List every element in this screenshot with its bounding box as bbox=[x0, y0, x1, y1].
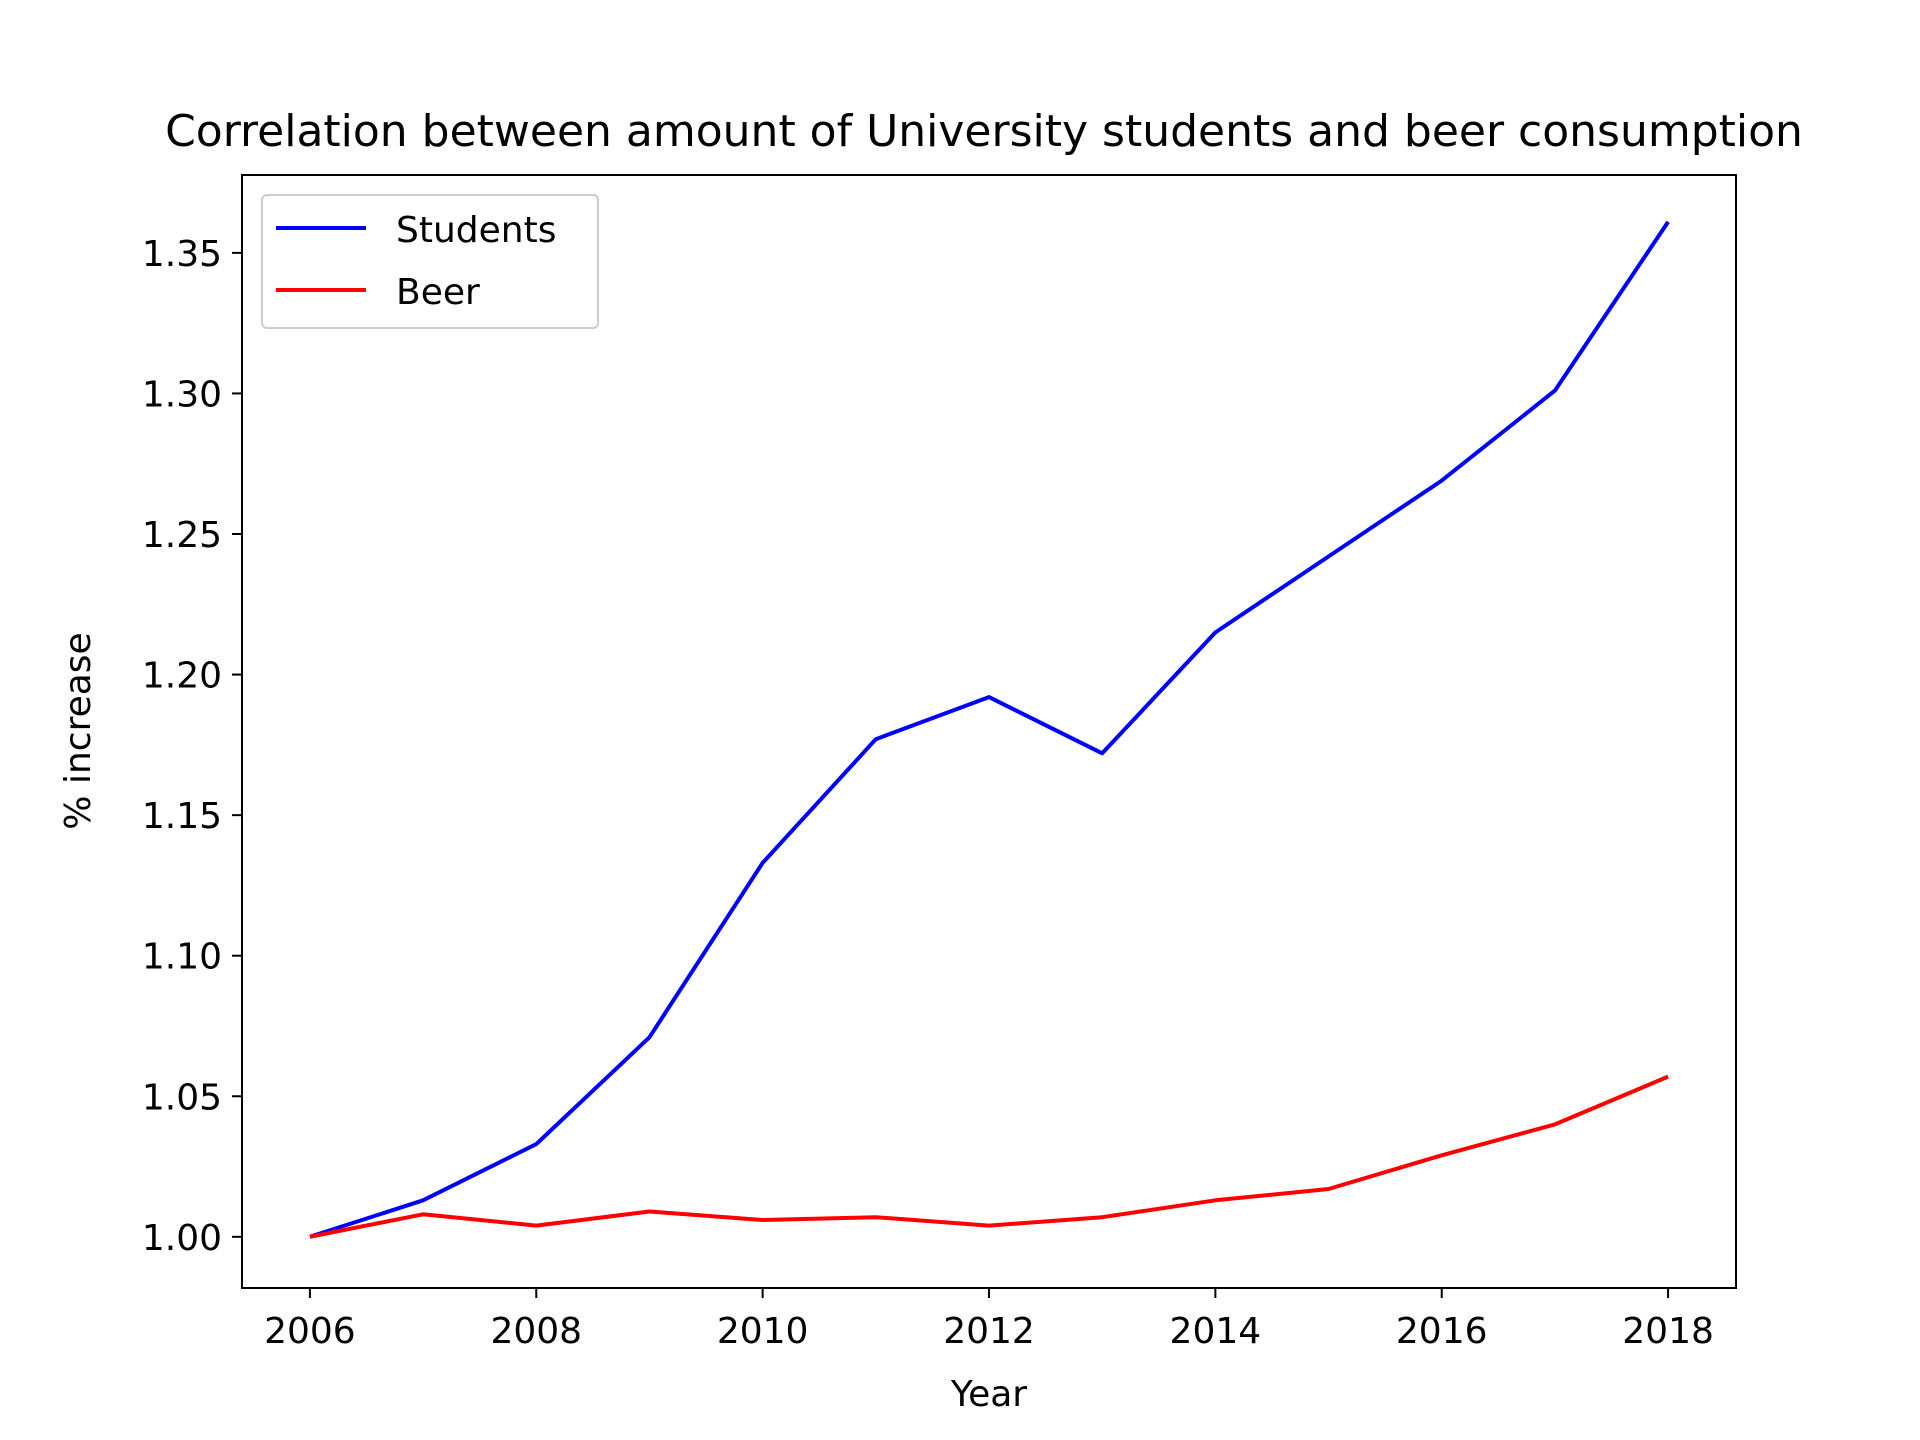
series-layer bbox=[309, 220, 1670, 1239]
legend-label-students: Students bbox=[396, 210, 556, 251]
x-tick-label: 2014 bbox=[1170, 1311, 1262, 1352]
y-tick-label: 1.20 bbox=[142, 656, 222, 697]
x-tick-label: 2008 bbox=[490, 1311, 582, 1352]
y-tick-label: 1.15 bbox=[142, 796, 222, 837]
x-tick-label: 2006 bbox=[264, 1311, 356, 1352]
y-axis: 1.00 1.05 1.10 1.15 1.20 1.25 1.30 1.35 bbox=[142, 234, 242, 1259]
x-axis-label: Year bbox=[950, 1374, 1027, 1415]
y-axis-label: % increase bbox=[58, 632, 99, 829]
y-tick-label: 1.00 bbox=[142, 1218, 222, 1259]
y-tick-label: 1.05 bbox=[142, 1077, 222, 1118]
y-tick-label: 1.35 bbox=[142, 234, 222, 275]
x-axis: 2006 2008 2010 2012 2014 2016 2018 bbox=[264, 1288, 1714, 1352]
y-tick-label: 1.30 bbox=[142, 374, 222, 415]
chart-title: Correlation between amount of University… bbox=[165, 106, 1803, 157]
legend: Students Beer bbox=[261, 194, 599, 329]
x-tick-label: 2018 bbox=[1622, 1311, 1714, 1352]
legend-label-beer: Beer bbox=[396, 272, 480, 313]
series-line-beer bbox=[309, 1074, 1669, 1239]
y-tick-label: 1.25 bbox=[142, 515, 222, 556]
x-tick-label: 2010 bbox=[717, 1311, 809, 1352]
y-tick-label: 1.10 bbox=[142, 937, 222, 978]
x-tick-label: 2016 bbox=[1396, 1311, 1488, 1352]
x-tick-label: 2012 bbox=[943, 1311, 1035, 1352]
series-line-students bbox=[309, 220, 1670, 1239]
